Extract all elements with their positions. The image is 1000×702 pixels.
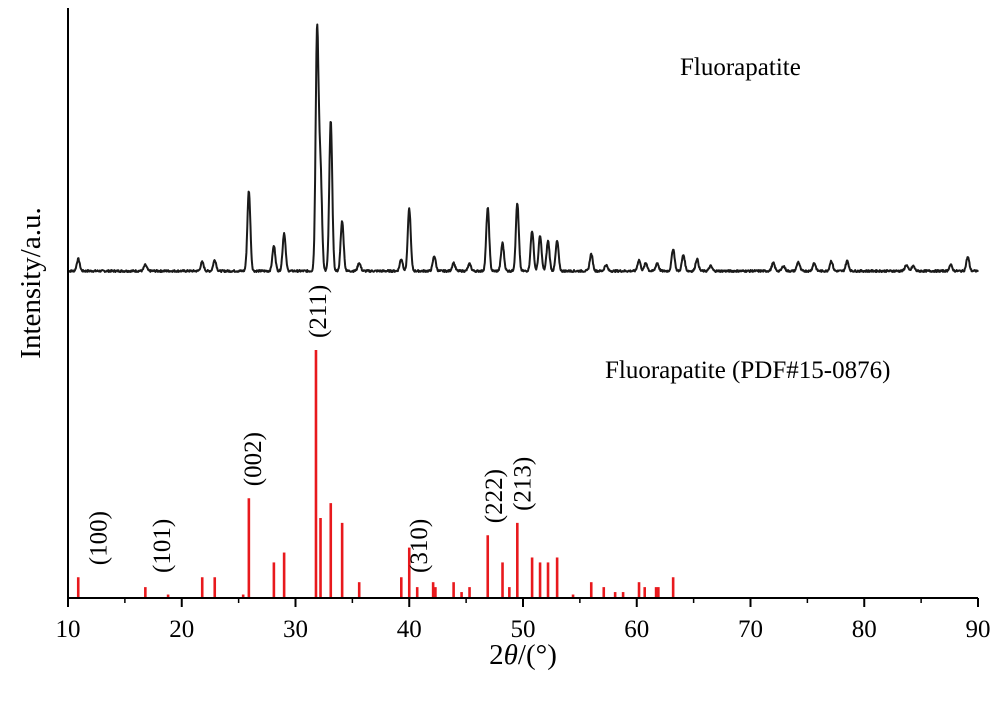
x-tick-label: 50 xyxy=(511,616,536,643)
x-tick-label: 70 xyxy=(738,616,763,643)
series-label-measured: Fluorapatite xyxy=(680,54,801,81)
x-tick-label: 60 xyxy=(624,616,649,643)
x-tick-label: 20 xyxy=(169,616,194,643)
x-axis-title: 2θ/(°) xyxy=(489,639,557,671)
peak-label: (101) xyxy=(149,519,176,573)
peak-label: (100) xyxy=(85,511,112,565)
reference-pattern xyxy=(76,350,675,597)
x-axis-title-suffix: /(°) xyxy=(518,639,557,671)
peak-label: (222) xyxy=(481,469,508,523)
pattern-line xyxy=(67,23,979,273)
y-axis-title: Intensity/a.u. xyxy=(15,207,47,358)
x-tick-label: 80 xyxy=(852,616,877,643)
x-tick-label: 90 xyxy=(966,616,991,643)
x-tick-label: 10 xyxy=(56,616,81,643)
x-tick-label: 30 xyxy=(283,616,308,643)
measured-pattern xyxy=(67,23,979,273)
series-label-reference: Fluorapatite (PDF#15-0876) xyxy=(605,357,890,384)
peak-labels: (100) (101) (002) (211) (310) (222) (213) xyxy=(85,285,536,573)
peak-label: (213) xyxy=(510,457,537,511)
peak-label: (310) xyxy=(406,519,433,573)
x-axis-title-prefix: 2 xyxy=(489,639,504,671)
peak-label: (002) xyxy=(240,432,267,486)
x-axis-title-symbol: θ xyxy=(504,639,518,671)
peak-label: (211) xyxy=(305,285,332,338)
x-ticks: 10 20 30 40 50 60 70 80 90 xyxy=(56,598,991,643)
x-tick-label: 40 xyxy=(397,616,422,643)
